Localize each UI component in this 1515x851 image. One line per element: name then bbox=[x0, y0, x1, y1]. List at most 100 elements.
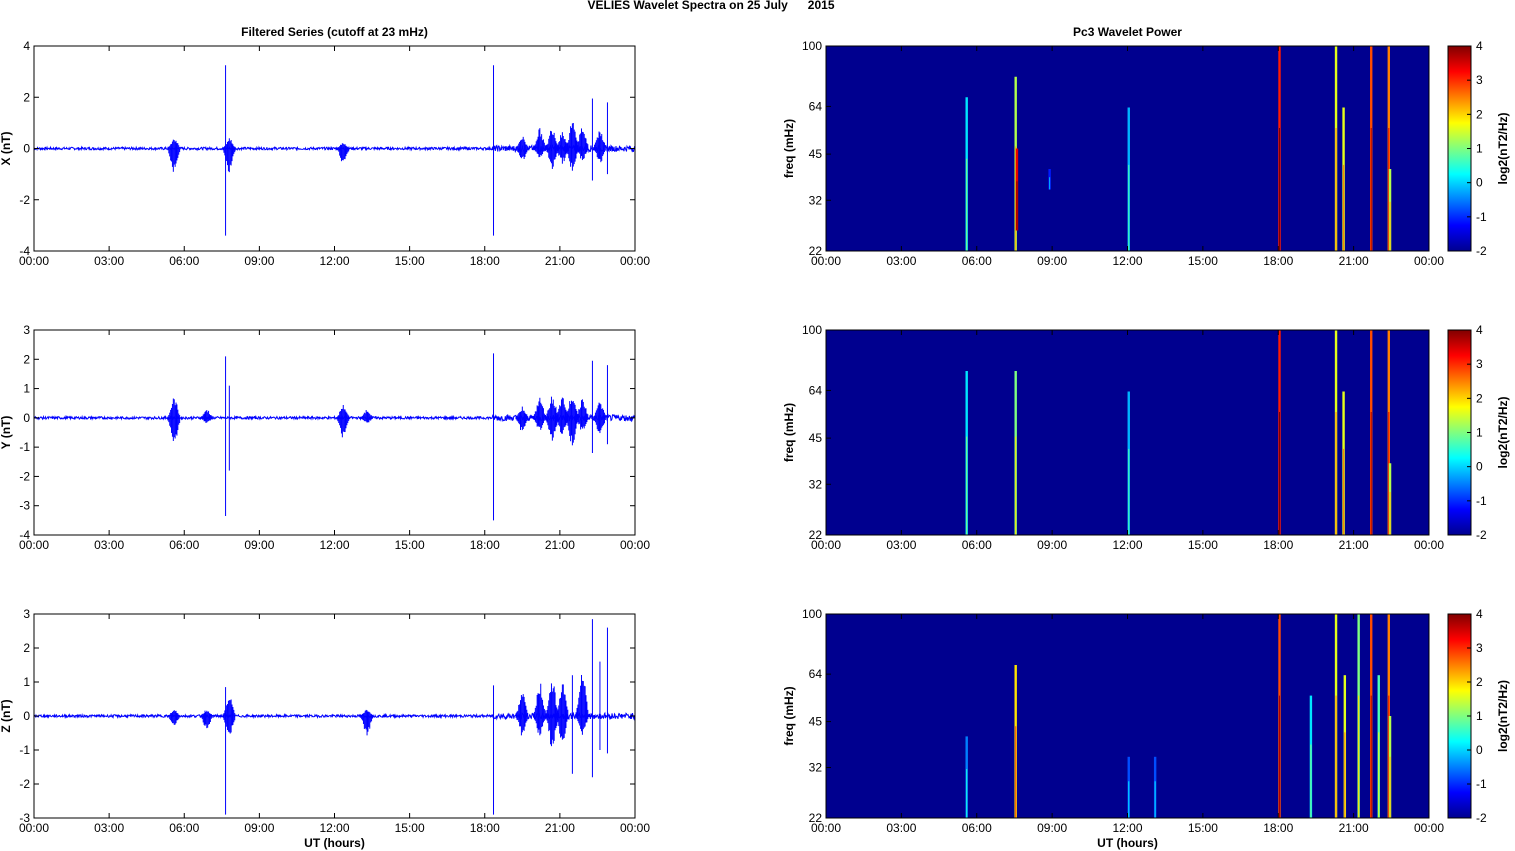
x-tick-label: 12:00 bbox=[1112, 821, 1142, 835]
power-streak-core-8 bbox=[1389, 491, 1391, 535]
series-noise-trace bbox=[33, 143, 636, 154]
heatmap-background bbox=[826, 46, 1429, 251]
x-tick-label: 00:00 bbox=[620, 821, 650, 835]
colorbar-tick-label: 3 bbox=[1476, 641, 1483, 655]
colorbar-tick-label: 4 bbox=[1476, 607, 1483, 621]
x-tick-label: 00:00 bbox=[19, 821, 49, 835]
y-axis-label: freq (mHz) bbox=[782, 403, 796, 462]
colorbar-tick-label: 4 bbox=[1476, 323, 1483, 337]
x-tick-label: 00:00 bbox=[811, 538, 841, 552]
x-tick-label: 00:00 bbox=[620, 538, 650, 552]
x-tick-label: 15:00 bbox=[395, 538, 425, 552]
y-tick-label: 0 bbox=[23, 709, 30, 723]
line-panel-1 bbox=[33, 353, 636, 521]
colorbar bbox=[1448, 46, 1471, 251]
power-streak-core-11 bbox=[1388, 695, 1390, 818]
power-streak-core-9 bbox=[1370, 695, 1372, 818]
y-tick-label: 22 bbox=[809, 528, 823, 542]
x-tick-label: 00:00 bbox=[19, 538, 49, 552]
y-tick-label: -2 bbox=[19, 469, 30, 483]
x-tick-label: 00:00 bbox=[1414, 821, 1444, 835]
x-tick-label: 18:00 bbox=[1263, 254, 1293, 268]
heatmap-panel-3 bbox=[826, 46, 1429, 251]
y-tick-label: 100 bbox=[802, 323, 822, 337]
power-streak-core-0 bbox=[966, 158, 968, 251]
y-tick-label: -3 bbox=[19, 811, 30, 825]
x-tick-label: 21:00 bbox=[545, 254, 575, 268]
x-tick-label: 15:00 bbox=[395, 254, 425, 268]
y-tick-label: 2 bbox=[23, 641, 30, 655]
colorbar-tick-label: 4 bbox=[1476, 39, 1483, 53]
colorbar bbox=[1448, 330, 1471, 535]
y-axis-label: freq (mHz) bbox=[782, 686, 796, 745]
x-tick-label: 03:00 bbox=[94, 821, 124, 835]
y-axis-label: Y (nT) bbox=[0, 416, 13, 450]
y-tick-label: -3 bbox=[19, 499, 30, 513]
power-streak-core-5 bbox=[1279, 128, 1281, 251]
power-streak-core-0 bbox=[966, 769, 968, 818]
y-tick-label: 22 bbox=[809, 811, 823, 825]
panel-title: Filtered Series (cutoff at 23 mHz) bbox=[241, 25, 428, 39]
power-streak-core-2 bbox=[1016, 181, 1018, 231]
power-streak-core-6 bbox=[1335, 128, 1337, 251]
y-tick-label: -2 bbox=[19, 193, 30, 207]
x-tick-label: 18:00 bbox=[470, 821, 500, 835]
colorbar-tick-label: 3 bbox=[1476, 357, 1483, 371]
power-streak-core-8 bbox=[1358, 695, 1360, 818]
power-streak-core-10 bbox=[1378, 732, 1380, 818]
heatmap-background bbox=[826, 614, 1429, 818]
x-tick-label: 21:00 bbox=[545, 538, 575, 552]
x-tick-label: 00:00 bbox=[1414, 254, 1444, 268]
y-tick-label: 0 bbox=[23, 142, 30, 156]
colorbar-tick-label: 0 bbox=[1476, 743, 1483, 757]
power-streak-core-7 bbox=[1344, 732, 1346, 818]
power-streak-core-5 bbox=[1343, 448, 1345, 535]
power-streak-core-6 bbox=[1335, 695, 1337, 818]
y-tick-label: 1 bbox=[23, 382, 30, 396]
x-tick-label: 03:00 bbox=[886, 254, 916, 268]
x-tick-label: 15:00 bbox=[1188, 821, 1218, 835]
power-streak-core-10 bbox=[1389, 201, 1391, 251]
y-tick-label: 32 bbox=[809, 193, 823, 207]
x-tick-label: 00:00 bbox=[811, 821, 841, 835]
colorbar-tick-label: 2 bbox=[1476, 391, 1483, 405]
colorbar-tick-label: 2 bbox=[1476, 675, 1483, 689]
x-tick-label: 18:00 bbox=[1263, 821, 1293, 835]
y-tick-label: 45 bbox=[809, 147, 823, 161]
power-streak-core-9 bbox=[1388, 128, 1390, 251]
power-streak-core-1 bbox=[1015, 436, 1017, 535]
colorbar-tick-label: 1 bbox=[1476, 709, 1483, 723]
x-tick-label: 18:00 bbox=[470, 538, 500, 552]
x-tick-label: 21:00 bbox=[1339, 254, 1369, 268]
x-tick-label: 06:00 bbox=[169, 538, 199, 552]
y-axis-label: X (nT) bbox=[0, 132, 13, 166]
y-tick-label: -4 bbox=[19, 528, 30, 542]
y-tick-label: 32 bbox=[809, 761, 823, 775]
colorbar-tick-label: 1 bbox=[1476, 426, 1483, 440]
y-tick-label: 22 bbox=[809, 244, 823, 258]
colorbar-tick-label: 0 bbox=[1476, 176, 1483, 190]
y-tick-label: 64 bbox=[809, 99, 823, 113]
x-axis-label: UT (hours) bbox=[304, 836, 365, 850]
colorbar-label: log2(nT2/Hz) bbox=[1496, 680, 1510, 752]
power-streak-core-6 bbox=[1370, 412, 1372, 535]
y-tick-label: 0 bbox=[23, 411, 30, 425]
x-tick-label: 06:00 bbox=[169, 254, 199, 268]
x-tick-label: 21:00 bbox=[1339, 538, 1369, 552]
x-tick-label: 12:00 bbox=[1112, 538, 1142, 552]
x-tick-label: 09:00 bbox=[244, 538, 274, 552]
x-tick-label: 12:00 bbox=[319, 254, 349, 268]
y-tick-label: 32 bbox=[809, 477, 823, 491]
y-tick-label: -1 bbox=[19, 440, 30, 454]
colorbar-tick-label: -2 bbox=[1476, 811, 1487, 825]
panel-title: Pc3 Wavelet Power bbox=[1073, 25, 1182, 39]
x-tick-label: 09:00 bbox=[1037, 254, 1067, 268]
power-streak-core-3 bbox=[1154, 781, 1156, 818]
power-streak-core-1 bbox=[1015, 726, 1017, 818]
suptitle: VELIES Wavelet Spectra on 25 July 2015 bbox=[587, 0, 835, 12]
x-tick-label: 09:00 bbox=[1037, 821, 1067, 835]
y-tick-label: 2 bbox=[23, 90, 30, 104]
y-tick-label: 100 bbox=[802, 607, 822, 621]
y-tick-label: 3 bbox=[23, 323, 30, 337]
power-streak-core-12 bbox=[1389, 756, 1391, 818]
